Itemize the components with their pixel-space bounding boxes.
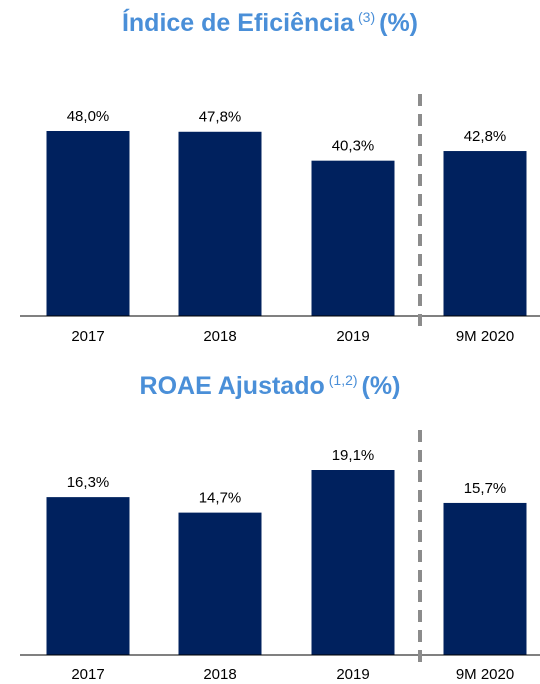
data-label: 40,3% [332, 138, 375, 155]
x-tick-label: 9M 2020 [456, 666, 514, 683]
data-label: 15,7% [464, 480, 507, 497]
bar [311, 470, 395, 655]
title-suffix: (%) [379, 9, 418, 37]
x-tick-label: 2017 [71, 328, 104, 345]
data-label: 42,8% [464, 128, 507, 145]
title-superscript: (3) [358, 9, 375, 25]
data-label: 48,0% [67, 108, 110, 125]
title: Índice de Eficiência [122, 8, 355, 37]
x-tick-label: 2018 [203, 666, 236, 683]
title: ROAE Ajustado [140, 372, 325, 400]
x-tick-label: 2019 [336, 666, 369, 683]
bar [311, 160, 395, 316]
data-label: 19,1% [332, 447, 375, 464]
data-label: 14,7% [199, 490, 242, 507]
bar [46, 497, 130, 655]
title-superscript: (1,2) [329, 372, 358, 388]
bar [178, 512, 262, 655]
x-tick-label: 2019 [336, 328, 369, 345]
bar [443, 502, 527, 655]
bar [178, 131, 262, 316]
chart-title: Índice de Eficiência (3) (%) [122, 8, 418, 37]
bar [443, 151, 527, 316]
x-tick-label: 9M 2020 [456, 328, 514, 345]
title-suffix: (%) [362, 372, 401, 400]
data-label: 47,8% [199, 109, 242, 126]
data-label: 16,3% [67, 474, 110, 491]
x-tick-label: 2018 [203, 328, 236, 345]
chart-title: ROAE Ajustado (1,2) (%) [140, 372, 401, 400]
bar [46, 131, 130, 316]
x-tick-label: 2017 [71, 666, 104, 683]
